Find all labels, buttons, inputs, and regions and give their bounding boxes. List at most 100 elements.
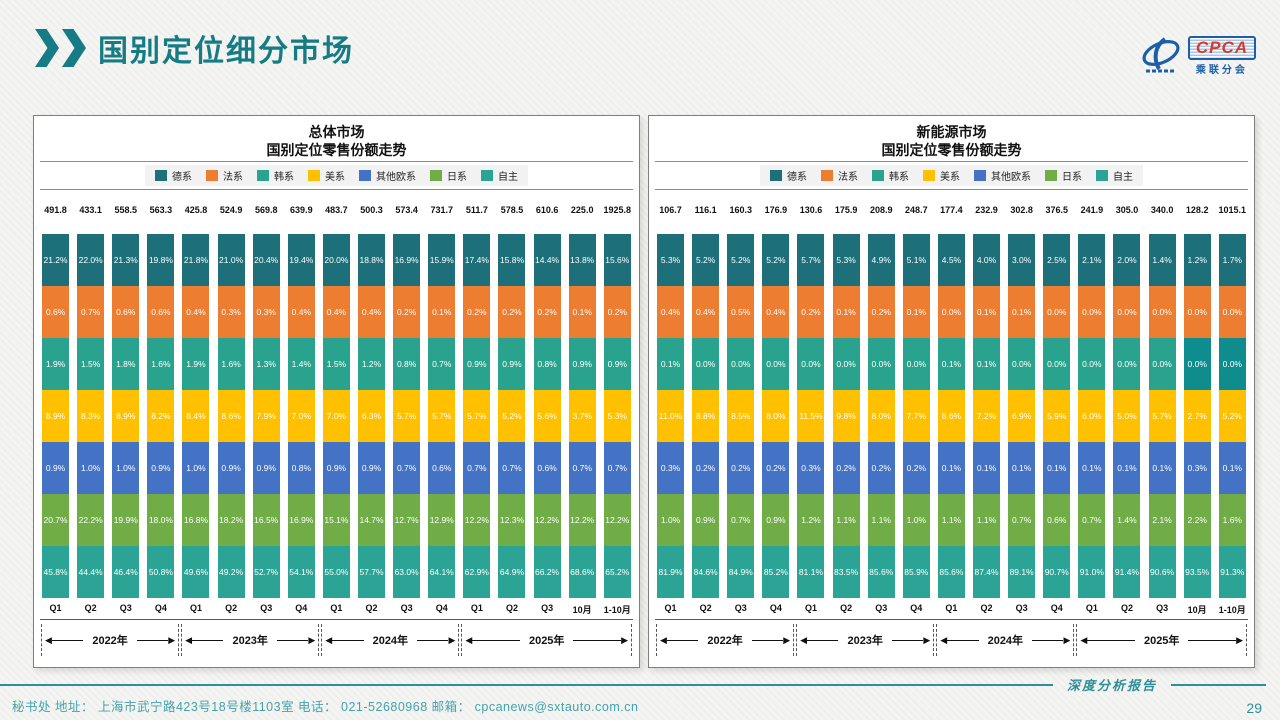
bar-segment-美系: 8.6% bbox=[217, 390, 245, 442]
bar-segment-其他欧系: 0.7% bbox=[498, 442, 526, 494]
x-axis-label: Q2 bbox=[980, 603, 993, 613]
bar-segment-美系: 8.6% bbox=[937, 390, 965, 442]
footer-line bbox=[1171, 683, 1266, 686]
arrow-right-icon: ▶ bbox=[448, 634, 456, 645]
bar-segment-法系: 0.6% bbox=[112, 286, 140, 338]
bar-segment-德系: 13.8% bbox=[568, 234, 596, 286]
bar-segment-其他欧系: 1.0% bbox=[77, 442, 105, 494]
bar-segment-韩系: 0.9% bbox=[463, 338, 491, 390]
bar-segment-其他欧系: 0.7% bbox=[568, 442, 596, 494]
legend-label: 自主 bbox=[498, 172, 518, 183]
bar-segment-自主: 85.6% bbox=[867, 546, 895, 598]
x-axis-label: 1-10月 bbox=[603, 605, 631, 615]
bar-segment-日系: 1.1% bbox=[937, 494, 965, 546]
chart-title-line2: 国别定位零售份额走势 bbox=[881, 142, 1022, 159]
page-number: 29 bbox=[1246, 700, 1262, 716]
chart-legend: 德系 法系 韩系 美系 其他欧系 日系 自主 bbox=[760, 165, 1143, 186]
total-value: 130.6 bbox=[799, 205, 823, 215]
legend-item-自主: 自主 bbox=[1096, 168, 1133, 183]
chevron-icon bbox=[35, 29, 59, 67]
bar-segment-韩系: 0.0% bbox=[1218, 338, 1246, 390]
bar-segment-日系: 12.9% bbox=[428, 494, 456, 546]
cpca-logo-text: CPCA 乘联分会 bbox=[1187, 36, 1256, 76]
year-arrow-line bbox=[136, 639, 169, 641]
stacked-bar: 21.0% 0.3% 1.6% 8.6% 0.9% 18.2% 49.2% bbox=[217, 234, 245, 598]
bar-segment-其他欧系: 0.2% bbox=[762, 442, 790, 494]
stacked-bar: 1.4% 0.0% 0.0% 5.7% 0.1% 2.1% 90.6% bbox=[1148, 234, 1176, 598]
bar-segment-其他欧系: 0.1% bbox=[1008, 442, 1036, 494]
bar-segment-法系: 0.0% bbox=[1148, 286, 1176, 338]
total-value: 302.8 bbox=[1010, 205, 1033, 215]
bar-segment-德系: 20.4% bbox=[252, 234, 280, 286]
total-value: 232.9 bbox=[975, 205, 998, 215]
year-group-2024年: ◀ 2024年 ▶ bbox=[321, 624, 460, 656]
bar-segment-其他欧系: 0.6% bbox=[428, 442, 456, 494]
legend-swatch bbox=[770, 170, 782, 181]
total-value: 241.9 bbox=[1080, 205, 1104, 215]
bar-segment-其他欧系: 0.8% bbox=[287, 442, 315, 494]
legend-label: 德系 bbox=[787, 172, 807, 183]
year-axis: ◀ 2022年 ▶ ◀ 2023年 ▶ ◀ 2024年 ▶ ◀ 2025年 ▶ bbox=[40, 619, 633, 657]
legend-item-美系: 美系 bbox=[923, 168, 960, 183]
bar-segment-自主: 91.4% bbox=[1113, 546, 1141, 598]
bar-column: 305.0 2.0% 0.0% 0.0% 5.0% 0.1% 1.4% 91.4% Q2 bbox=[1109, 205, 1144, 616]
stacked-bar: 5.7% 0.2% 0.0% 11.5% 0.3% 1.2% 81.1% bbox=[797, 234, 825, 598]
stacked-bar: 5.2% 0.4% 0.0% 8.0% 0.2% 0.9% 85.2% bbox=[762, 234, 790, 598]
bar-segment-德系: 5.3% bbox=[657, 234, 685, 286]
bar-segment-韩系: 0.0% bbox=[902, 338, 930, 390]
total-value: 1015.1 bbox=[1218, 205, 1247, 215]
bar-segment-德系: 4.5% bbox=[937, 234, 965, 286]
year-label: 2022年 bbox=[707, 635, 743, 647]
year-arrow-line bbox=[51, 639, 84, 641]
bar-segment-美系: 8.9% bbox=[42, 390, 70, 442]
bar-segment-美系: 7.2% bbox=[973, 390, 1001, 442]
legend-label: 日系 bbox=[447, 172, 467, 183]
bar-segment-日系: 19.9% bbox=[112, 494, 140, 546]
bar-segment-日系: 0.6% bbox=[1043, 494, 1071, 546]
bar-segment-法系: 0.4% bbox=[287, 286, 315, 338]
bar-segment-韩系: 1.3% bbox=[252, 338, 280, 390]
x-axis-label: Q1 bbox=[804, 603, 817, 613]
bar-segment-自主: 55.0% bbox=[322, 546, 350, 598]
bar-segment-美系: 11.0% bbox=[657, 390, 685, 442]
legend-swatch bbox=[308, 170, 320, 181]
chevron-icon bbox=[62, 29, 86, 67]
chart-title-line1: 新能源市场 bbox=[916, 124, 987, 140]
bar-segment-其他欧系: 0.2% bbox=[692, 442, 720, 494]
bar-segment-德系: 21.8% bbox=[182, 234, 210, 286]
bar-segment-日系: 0.7% bbox=[727, 494, 755, 546]
bar-segment-法系: 0.1% bbox=[1008, 286, 1036, 338]
arrow-right-icon: ▶ bbox=[621, 634, 629, 645]
bar-segment-韩系: 1.2% bbox=[358, 338, 386, 390]
stacked-bar: 4.0% 0.1% 0.1% 7.2% 0.1% 1.1% 87.4% bbox=[973, 234, 1001, 598]
arrow-right-icon: ▶ bbox=[1236, 634, 1244, 645]
bar-segment-美系: 7.7% bbox=[902, 390, 930, 442]
bar-segment-美系: 5.7% bbox=[393, 390, 421, 442]
cpca-logo: CPCA 乘联分会 bbox=[1138, 36, 1256, 76]
bar-segment-法系: 0.4% bbox=[692, 286, 720, 338]
x-axis-label: Q1 bbox=[1085, 603, 1098, 613]
bar-segment-其他欧系: 0.1% bbox=[1043, 442, 1071, 494]
bar-segment-德系: 5.2% bbox=[727, 234, 755, 286]
year-arrow-line bbox=[807, 639, 839, 641]
bar-segment-韩系: 0.1% bbox=[657, 338, 685, 390]
footer-contact-info: 秘书处 地址： 上海市武宁路423号18号楼1103室 电话： 021-5268… bbox=[12, 700, 639, 714]
bar-segment-韩系: 0.0% bbox=[1078, 338, 1106, 390]
x-axis-label: Q2 bbox=[699, 603, 712, 613]
bar-segment-韩系: 0.9% bbox=[568, 338, 596, 390]
bar-segment-美系: 5.9% bbox=[1043, 390, 1071, 442]
arrow-left-icon: ◀ bbox=[325, 634, 333, 645]
bar-column: 1015.1 1.7% 0.0% 0.0% 5.2% 0.1% 1.6% 91.3% 1-10月 bbox=[1215, 205, 1250, 616]
bar-column: 225.0 13.8% 0.1% 0.9% 3.7% 0.7% 12.2% 68.6% 10月 bbox=[565, 205, 600, 616]
bar-segment-其他欧系: 0.9% bbox=[252, 442, 280, 494]
year-group-2025年: ◀ 2025年 ▶ bbox=[461, 624, 633, 656]
bar-segment-德系: 2.5% bbox=[1043, 234, 1071, 286]
x-axis-label: Q3 bbox=[119, 603, 132, 613]
total-value: 128.2 bbox=[1185, 205, 1209, 215]
bar-segment-其他欧系: 0.1% bbox=[973, 442, 1001, 494]
bar-segment-德系: 18.8% bbox=[358, 234, 386, 286]
bar-segment-德系: 3.0% bbox=[1008, 234, 1036, 286]
bar-segment-其他欧系: 0.1% bbox=[937, 442, 965, 494]
bar-segment-德系: 20.0% bbox=[322, 234, 350, 286]
bar-column: 177.4 4.5% 0.0% 0.1% 8.6% 0.1% 1.1% 85.6% Q1 bbox=[934, 205, 969, 616]
